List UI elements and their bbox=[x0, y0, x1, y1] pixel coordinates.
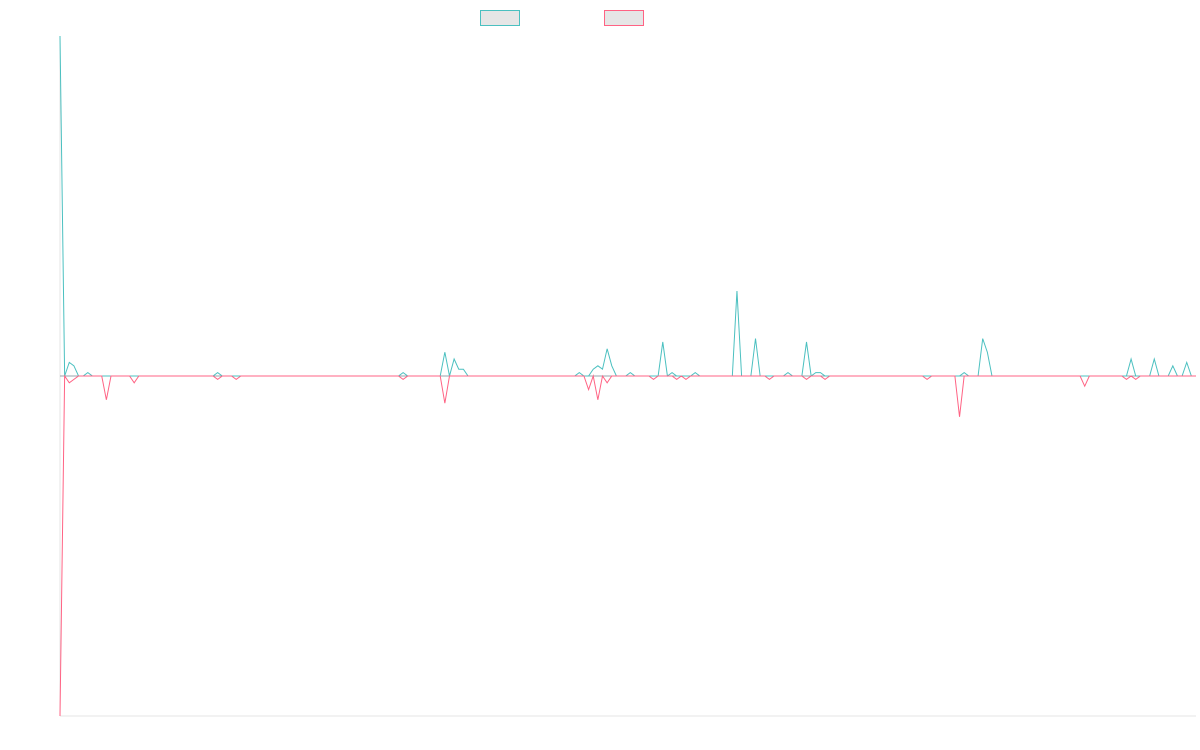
series-layer bbox=[59, 35, 1196, 717]
legend-item-series-1[interactable] bbox=[480, 9, 526, 27]
chart-legend bbox=[480, 9, 646, 27]
series-1-line bbox=[59, 35, 1192, 377]
series-2-line bbox=[59, 374, 1196, 717]
legend-item-series-2[interactable] bbox=[604, 9, 650, 27]
legend-swatch-series-1 bbox=[480, 10, 520, 26]
legend-swatch-series-2 bbox=[604, 10, 644, 26]
